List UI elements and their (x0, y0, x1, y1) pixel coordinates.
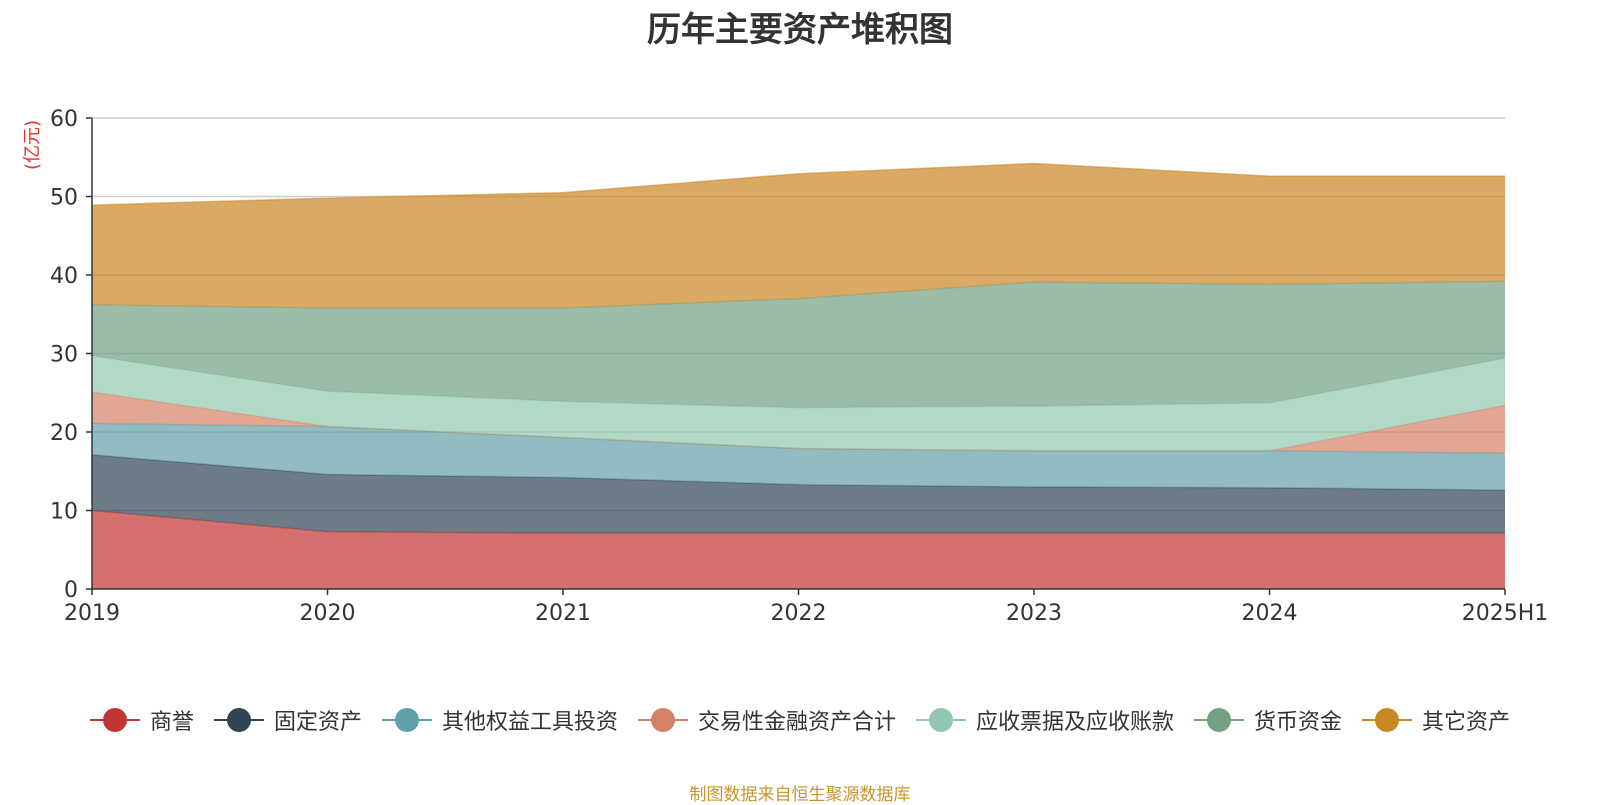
series-area-3 (92, 392, 1505, 454)
y-tick-label: 10 (50, 500, 78, 525)
series-area-6 (92, 163, 1505, 308)
x-tick-label: 2025H1 (1462, 601, 1549, 626)
legend-item-6[interactable]: 其它资产 (1362, 704, 1510, 736)
legend-marker-icon (1362, 707, 1413, 733)
legend: 商誉 固定资产 其他权益工具投资 交易性金融资产合计 应收票据及应收账款 货币资金 其它资产 (0, 702, 1600, 738)
source-note: 制图数据来自恒生聚源数据库 (689, 785, 911, 805)
chart-title: 历年主要资产堆积图 (647, 10, 953, 50)
area-layer (91, 162, 1506, 589)
series-area-5 (92, 281, 1505, 408)
y-tick-label: 40 (50, 264, 78, 289)
legend-label: 其他权益工具投资 (441, 710, 618, 735)
legend-label: 其它资产 (1422, 710, 1511, 735)
y-tick-label: 20 (50, 421, 78, 446)
legend-marker-icon (89, 707, 140, 733)
legend-item-1[interactable]: 固定资产 (213, 704, 362, 736)
legend-item-4[interactable]: 应收票据及应收账款 (916, 704, 1174, 736)
legend-marker-icon (637, 707, 688, 733)
y-tick-label: 0 (64, 578, 78, 603)
legend-label: 固定资产 (273, 710, 362, 735)
legend-marker-icon (1194, 707, 1245, 733)
x-tick-label: 2023 (1006, 601, 1062, 626)
series-area-0 (92, 510, 1505, 589)
series-line-6 (91, 162, 1505, 206)
y-tick-label: 50 (50, 186, 78, 211)
legend-label: 交易性金融资产合计 (697, 710, 896, 735)
y-tick-label: 60 (50, 107, 78, 132)
x-tick-label: 2022 (771, 601, 827, 626)
legend-item-2[interactable]: 其他权益工具投资 (381, 704, 618, 736)
x-tick-label: 2020 (300, 601, 356, 626)
legend-label: 货币资金 (1254, 710, 1343, 735)
legend-label: 商誉 (149, 710, 194, 735)
legend-marker-icon (916, 707, 966, 733)
x-tick-label: 2019 (64, 601, 120, 626)
x-tick-label: 2024 (1242, 601, 1298, 626)
y-tick-label: 30 (50, 343, 78, 368)
x-tick-label: 2021 (535, 601, 591, 626)
y-unit-label: (亿元) (22, 120, 43, 170)
legend-label: 应收票据及应收账款 (976, 710, 1175, 735)
series-area-2 (92, 423, 1505, 491)
legend-item-5[interactable]: 货币资金 (1194, 704, 1342, 736)
series-area-4 (92, 355, 1505, 451)
axis-layer (86, 117, 1506, 595)
series-area-1 (92, 454, 1505, 534)
legend-marker-icon (381, 707, 432, 733)
legend-item-0[interactable]: 商誉 (89, 704, 194, 736)
label-layer: 0 10 20 30 40 50 60 2019 2020 2021 2022 2023 2024 202… (50, 107, 1548, 626)
legend-marker-icon (213, 707, 264, 733)
legend-item-3[interactable]: 交易性金融资产合计 (637, 704, 896, 736)
